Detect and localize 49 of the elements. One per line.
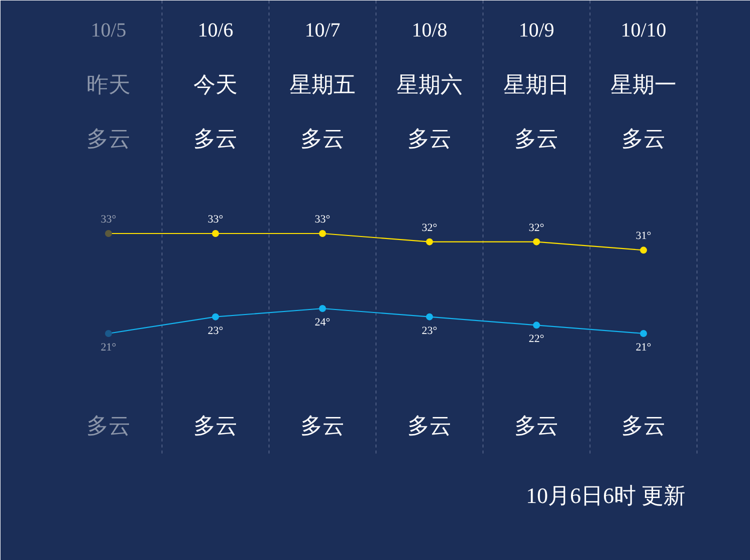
text: 今天: [194, 72, 238, 97]
text: 多云: [194, 126, 238, 151]
text: 多云: [300, 126, 344, 151]
text: 10月6日6时 更新: [526, 483, 686, 508]
data-label: 32°: [528, 222, 544, 234]
point: [319, 305, 326, 312]
data-label: 21°: [636, 342, 652, 354]
text: 星期六: [396, 72, 462, 97]
text: 多云: [86, 413, 130, 438]
x-tick-label: 10/6: [198, 20, 234, 42]
point: [105, 230, 112, 237]
data-label: 22°: [528, 333, 544, 346]
x-tick-label: 10/10: [620, 20, 666, 42]
point: [533, 322, 540, 329]
text: 多云: [194, 413, 238, 438]
text: 星期五: [290, 72, 356, 97]
text: 多云: [622, 126, 666, 151]
x-tick-label: 10/7: [304, 20, 340, 42]
point: [533, 238, 540, 246]
text: 星期一: [610, 72, 676, 97]
text: 多云: [622, 413, 666, 438]
data-label: 33°: [314, 214, 330, 226]
x-tick-label: 10/8: [412, 20, 448, 42]
x-tick-label: 10/5: [90, 20, 126, 42]
data-label: 23°: [422, 324, 438, 337]
data-label: 33°: [208, 214, 224, 226]
data-label: 21°: [100, 342, 116, 354]
text: 多云: [86, 126, 130, 151]
data-label: 24°: [314, 316, 330, 328]
text: 昨天: [86, 72, 130, 97]
point: [426, 238, 433, 246]
data-label: 31°: [636, 230, 652, 242]
point: [319, 230, 326, 237]
data-label: 33°: [100, 214, 116, 226]
text: 星期日: [504, 72, 570, 97]
point: [640, 246, 647, 254]
text: 多云: [514, 126, 558, 151]
point: [426, 313, 433, 320]
x-tick-label: 10/9: [518, 20, 554, 42]
text: 多云: [408, 126, 452, 151]
point: [212, 313, 219, 320]
point: [212, 230, 219, 237]
data-label: 23°: [208, 324, 224, 337]
text: 多云: [408, 413, 452, 438]
data-label: 32°: [422, 222, 438, 234]
text: 多云: [514, 413, 558, 438]
point: [105, 330, 112, 337]
point: [640, 330, 647, 337]
text: 多云: [300, 413, 344, 438]
